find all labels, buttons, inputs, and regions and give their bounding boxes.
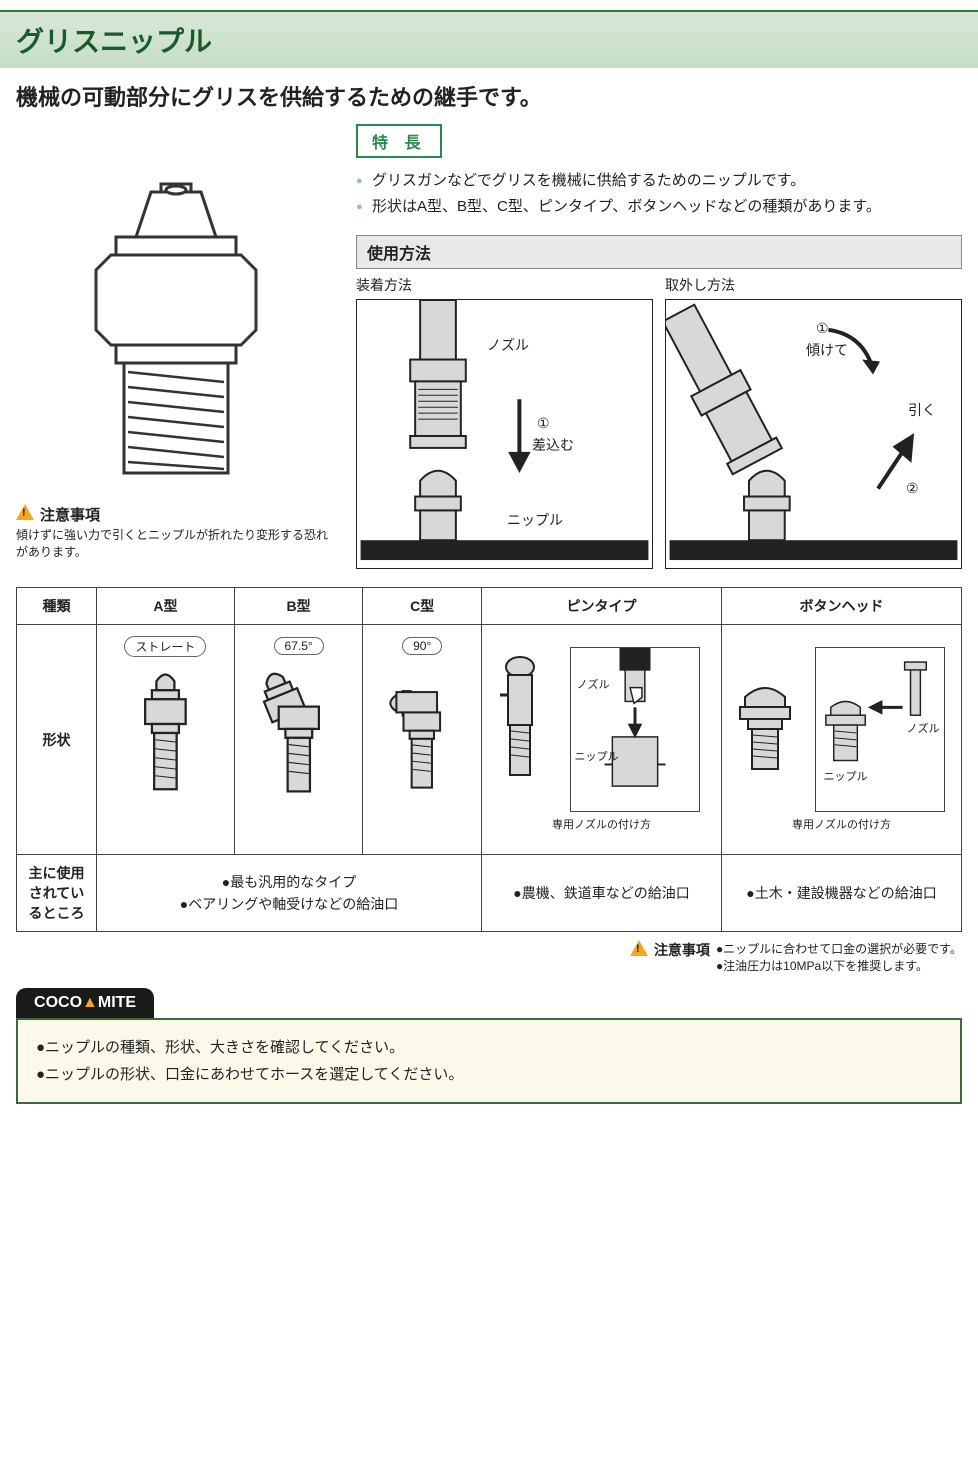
bottom-warn-line: ●注油圧力は10MPa以下を推奨します。 xyxy=(716,957,962,974)
attach-diagram: ノズル ① 差込む ニップル xyxy=(356,299,653,569)
cell-a-shape: ストレート xyxy=(97,625,235,855)
th-pin: ピンタイプ xyxy=(482,588,722,625)
attach-label: 装着方法 xyxy=(356,275,653,295)
detach-step2-num: ② xyxy=(906,480,919,497)
warning-left-title: 注意事項 xyxy=(40,504,100,525)
cell-pin-use: ●農機、鉄道車などの給油口 xyxy=(482,855,722,932)
cell-b-shape: 67.5° xyxy=(234,625,363,855)
pin-caption: 専用ノズルの付け方 xyxy=(490,816,713,832)
feature-item: 形状はA型、B型、C型、ピンタイプ、ボタンヘッドなどの種類があります。 xyxy=(356,194,962,220)
detach-label: 取外し方法 xyxy=(665,275,962,295)
attach-step1-num: ① xyxy=(537,415,550,432)
advice-line: ●ニップルの種類、形状、大きさを確認してください。 xyxy=(36,1034,942,1061)
pin-nipple-label: ニップル xyxy=(575,748,619,764)
cell-pin-shape: ノズル ニップル 専用ノズルの付け方 xyxy=(482,625,722,855)
detach-step1-num: ① xyxy=(816,320,829,337)
th-a: A型 xyxy=(97,588,235,625)
warning-icon xyxy=(630,940,648,956)
use-abc-1: ●最も汎用的なタイプ xyxy=(105,871,473,893)
pin-nozzle-label: ノズル xyxy=(577,676,610,692)
row-use-header: 主に使用されているところ xyxy=(17,855,97,932)
attach-nipple-label: ニップル xyxy=(507,510,563,530)
btn-nozzle-label: ノズル xyxy=(907,720,940,736)
warning-icon xyxy=(16,504,34,520)
attach-nozzle-label: ノズル xyxy=(487,335,529,355)
detach-step1-text: 傾けて xyxy=(806,340,848,360)
bottom-warning-title: 注意事項 xyxy=(654,940,710,960)
row-shape-header: 形状 xyxy=(17,625,97,855)
warning-left-text: 傾けずに強い力で引くとニップルが折れたり変形する恐れがあります。 xyxy=(16,527,336,561)
feature-list: グリスガンなどでグリスを機械に供給するためのニップルです。 形状はA型、B型、C… xyxy=(356,168,962,219)
feature-item: グリスガンなどでグリスを機械に供給するためのニップルです。 xyxy=(356,168,962,194)
spec-table: 種類 A型 B型 C型 ピンタイプ ボタンヘッド 形状 ストレート xyxy=(16,587,962,932)
th-kind: 種類 xyxy=(17,588,97,625)
subtitle: 機械の可動部分にグリスを供給するための継手です。 xyxy=(0,80,978,124)
cell-abc-use: ●最も汎用的なタイプ ●ベアリングや軸受けなどの給油口 xyxy=(97,855,482,932)
nipple-main-illustration xyxy=(66,164,286,494)
cell-button-shape: ノズル ニップル 専用ノズルの付け方 xyxy=(722,625,962,855)
advice-box: ●ニップルの種類、形状、大きさを確認してください。 ●ニップルの形状、口金にあわ… xyxy=(16,1018,962,1104)
th-c: C型 xyxy=(363,588,482,625)
cell-btn-use: ●土木・建設機器などの給油口 xyxy=(722,855,962,932)
th-b: B型 xyxy=(234,588,363,625)
b-angle-pill: 67.5° xyxy=(274,637,324,655)
btn-caption: 専用ノズルの付け方 xyxy=(730,816,953,832)
features-tag: 特 長 xyxy=(356,124,442,158)
cell-c-shape: 90° xyxy=(363,625,482,855)
use-abc-2: ●ベアリングや軸受けなどの給油口 xyxy=(105,893,473,915)
usage-header: 使用方法 xyxy=(356,235,962,269)
th-button: ボタンヘッド xyxy=(722,588,962,625)
c-angle-pill: 90° xyxy=(402,637,442,655)
btn-nipple-label: ニップル xyxy=(824,768,868,784)
detach-diagram: ① 傾けて 引く ② xyxy=(665,299,962,569)
attach-step1-text: 差込む xyxy=(532,435,574,455)
bottom-warn-line: ●ニップルに合わせて口金の選択が必要です。 xyxy=(716,940,962,957)
bottom-warning: 注意事項 ●ニップルに合わせて口金の選択が必要です。 ●注油圧力は10MPa以下… xyxy=(0,932,978,974)
page-title: グリスニップル xyxy=(16,20,962,60)
title-bar: グリスニップル xyxy=(0,10,978,68)
detach-pull-text: 引く xyxy=(908,400,936,420)
advice-line: ●ニップルの形状、口金にあわせてホースを選定してください。 xyxy=(36,1061,942,1088)
cocomite-logo: COCO▲MITE xyxy=(16,988,154,1018)
a-angle-pill: ストレート xyxy=(124,636,206,657)
